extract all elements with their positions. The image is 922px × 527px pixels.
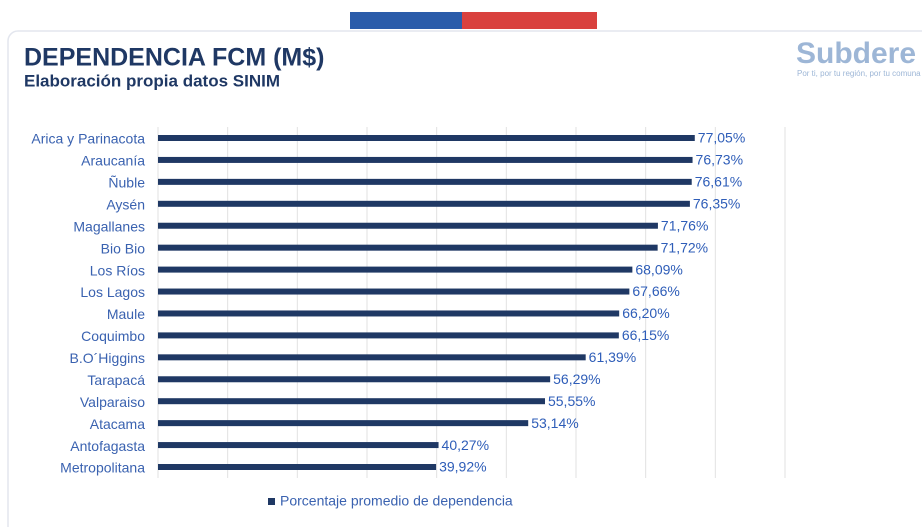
flag-red	[462, 12, 597, 29]
value-label: 77,05%	[698, 130, 745, 146]
value-label: 61,39%	[589, 349, 636, 365]
category-label: Antofagasta	[70, 438, 145, 454]
value-label: 68,09%	[635, 261, 682, 277]
category-label: Arica y Parinacota	[31, 131, 145, 147]
bar	[158, 354, 586, 361]
logo-tagline: Por ti, por tu región, por tu comuna	[797, 69, 921, 78]
value-label: 76,73%	[696, 152, 743, 168]
value-label: 39,92%	[439, 459, 486, 475]
value-label: 76,35%	[693, 196, 740, 212]
bar	[158, 288, 630, 295]
chart-title: DEPENDENCIA FCM (M$)	[24, 44, 324, 72]
category-label: Los Ríos	[90, 262, 145, 278]
value-label: 66,20%	[622, 305, 669, 321]
category-label: Metropolitana	[60, 460, 145, 476]
bar	[158, 376, 551, 383]
bar	[158, 244, 658, 251]
bar	[158, 310, 620, 317]
category-label: Bio Bio	[101, 240, 146, 256]
value-label: 76,61%	[695, 174, 742, 190]
flag-blue	[350, 12, 462, 29]
chart-subtitle: Elaboración propia datos SINIM	[24, 71, 280, 90]
value-label: 67,66%	[632, 283, 679, 299]
bar	[158, 156, 693, 163]
value-label: 56,29%	[553, 371, 600, 387]
bar	[158, 200, 690, 207]
category-label: Araucanía	[81, 153, 145, 169]
bar	[158, 398, 545, 405]
value-label: 53,14%	[531, 415, 578, 431]
category-label: Magallanes	[73, 218, 145, 234]
category-label: Maule	[107, 306, 145, 322]
legend-label: Porcentaje promedio de dependencia	[280, 493, 513, 509]
legend-swatch	[268, 498, 275, 505]
category-label: Ñuble	[108, 175, 145, 191]
bar	[158, 222, 658, 229]
category-label: Tarapacá	[87, 372, 145, 388]
bar	[158, 332, 619, 339]
bar	[158, 266, 633, 273]
value-label: 55,55%	[548, 393, 595, 409]
category-label: Valparaiso	[80, 394, 145, 410]
category-label: Los Lagos	[80, 284, 145, 300]
bar	[158, 442, 439, 449]
logo: Subdere	[796, 37, 916, 70]
bar	[158, 464, 437, 470]
value-label: 71,72%	[661, 239, 708, 255]
category-label: Atacama	[90, 416, 145, 432]
bar	[158, 135, 695, 141]
category-label: Coquimbo	[81, 328, 145, 344]
value-label: 71,76%	[661, 217, 708, 233]
category-label: B.O´Higgins	[70, 350, 145, 366]
value-label: 66,15%	[622, 327, 669, 343]
bar	[158, 420, 529, 427]
value-label: 40,27%	[442, 437, 489, 453]
category-label: Aysén	[106, 197, 145, 213]
bar	[158, 178, 692, 185]
